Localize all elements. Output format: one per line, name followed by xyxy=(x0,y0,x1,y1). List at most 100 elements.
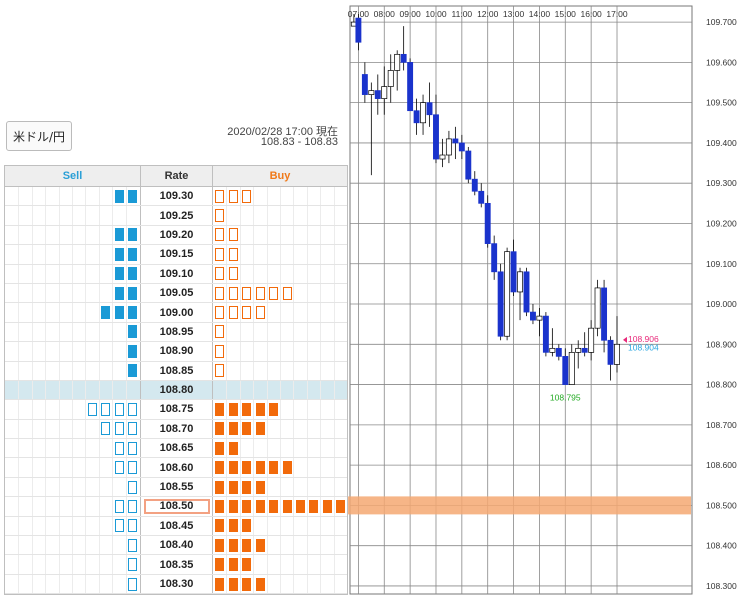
order-book-table: Sell Rate Buy 109.30 109.25 109.20 109.15 10… xyxy=(4,165,348,596)
buy-cell xyxy=(213,187,347,206)
buy-cell xyxy=(213,516,347,536)
buy-volume-box xyxy=(215,364,225,378)
order-book-row: 108.75 xyxy=(5,400,347,420)
sell-cell xyxy=(5,303,141,322)
y-tick-label: 108.900 xyxy=(706,339,737,349)
sell-volume-box xyxy=(128,325,138,339)
buy-cell xyxy=(213,555,347,574)
buy-cell xyxy=(213,225,347,245)
candle-body xyxy=(517,271,523,293)
candle-body xyxy=(355,17,362,43)
buy-cell xyxy=(213,322,347,342)
rate-cell: 108.65 xyxy=(141,439,213,458)
buy-volume-box xyxy=(229,480,239,494)
sell-cell xyxy=(5,264,141,283)
rate-cell: 108.80 xyxy=(141,380,213,400)
sell-volume-box xyxy=(128,364,138,378)
rate-cell: 108.35 xyxy=(141,555,213,574)
buy-volume-box xyxy=(269,402,279,416)
sell-volume-box xyxy=(128,538,138,552)
buy-volume-box xyxy=(215,538,225,552)
timestamp-label: 2020/02/28 17:00 現在 xyxy=(227,126,338,138)
rate-cell: 108.85 xyxy=(141,361,213,380)
candle-body xyxy=(445,138,452,156)
buy-volume-box xyxy=(215,267,225,281)
buy-volume-box xyxy=(215,461,225,475)
order-book-row: 109.00 xyxy=(5,303,347,323)
buy-volume-box xyxy=(255,286,265,300)
sell-cell xyxy=(5,477,141,497)
rate-value: 109.25 xyxy=(159,209,194,222)
order-book-row: 109.10 xyxy=(5,264,347,284)
order-book-row: 108.45 xyxy=(5,516,347,537)
order-book-row: 108.65 xyxy=(5,439,347,459)
buy-volume-box xyxy=(229,519,239,533)
sell-volume-box xyxy=(128,461,138,475)
candle-body xyxy=(523,271,530,313)
order-book-row: 108.85 xyxy=(5,361,347,381)
sell-volume-box xyxy=(101,306,111,320)
buy-volume-box xyxy=(269,461,279,475)
order-book-rows: 109.30 109.25 109.20 109.15 109.10 109.05 109.… xyxy=(5,187,347,595)
rate-value: 108.90 xyxy=(159,345,194,358)
sell-cell xyxy=(5,497,141,516)
x-tick-label: 13:00 xyxy=(503,9,525,19)
order-book-row: 109.30 xyxy=(5,187,347,207)
sell-volume-box xyxy=(128,480,138,494)
y-tick-label: 108.300 xyxy=(706,581,737,591)
order-book-row: 108.70 xyxy=(5,419,347,440)
buy-volume-box xyxy=(336,499,346,513)
buy-volume-box xyxy=(242,519,252,533)
buy-volume-box xyxy=(215,480,225,494)
buy-volume-box xyxy=(242,577,252,591)
candle-body xyxy=(458,142,465,152)
sell-volume-box xyxy=(128,247,138,261)
buy-volume-box xyxy=(282,286,292,300)
rate-cell: 109.25 xyxy=(141,206,213,225)
sell-volume-box xyxy=(128,286,138,300)
buy-cell xyxy=(213,458,347,477)
sell-cell xyxy=(5,206,141,225)
rate-value: 108.30 xyxy=(159,578,194,590)
rate-value: 108.40 xyxy=(159,539,194,552)
y-tick-label: 109.400 xyxy=(706,138,737,148)
buy-cell xyxy=(213,245,347,264)
rate-value: 108.35 xyxy=(159,558,194,571)
x-tick-label: 10:00 xyxy=(425,9,447,19)
y-tick-label: 108.600 xyxy=(706,460,737,470)
sell-volume-box xyxy=(128,441,138,455)
currency-pair-button[interactable]: 米ドル/円 xyxy=(6,121,72,151)
rate-cell: 108.40 xyxy=(141,536,213,555)
candle-body xyxy=(530,311,536,321)
rate-value: 109.05 xyxy=(159,287,194,300)
rate-cell: 109.15 xyxy=(141,245,213,264)
buy-volume-box xyxy=(215,558,225,572)
rate-cell: 108.75 xyxy=(141,400,213,419)
buy-volume-box xyxy=(229,402,239,416)
x-tick-label: 09:00 xyxy=(399,9,421,19)
rate-cell: 109.20 xyxy=(141,225,213,245)
buy-volume-box xyxy=(229,577,239,591)
candle-body xyxy=(594,287,601,329)
candle-body xyxy=(607,339,614,365)
buy-header: Buy xyxy=(269,170,291,182)
rate-cell: 108.95 xyxy=(141,322,213,342)
sell-volume-box xyxy=(128,344,138,358)
buy-volume-box xyxy=(255,306,265,320)
sell-volume-box xyxy=(114,499,124,513)
sell-volume-box xyxy=(128,422,138,436)
order-book-row: 108.30 xyxy=(5,574,347,595)
candle-body xyxy=(394,53,401,71)
buy-cell xyxy=(213,439,347,458)
candle-body xyxy=(374,90,381,99)
rate-cell: 108.60 xyxy=(141,458,213,477)
buy-volume-box xyxy=(215,519,225,533)
x-tick-label: 14:00 xyxy=(529,9,551,19)
candle-body xyxy=(568,352,575,385)
rate-header: Rate xyxy=(141,166,213,186)
buy-volume-box xyxy=(242,402,252,416)
buy-volume-box xyxy=(229,228,239,242)
candle-body xyxy=(542,315,549,353)
order-book-row: 109.20 xyxy=(5,225,347,246)
y-tick-label: 109.500 xyxy=(706,98,737,108)
